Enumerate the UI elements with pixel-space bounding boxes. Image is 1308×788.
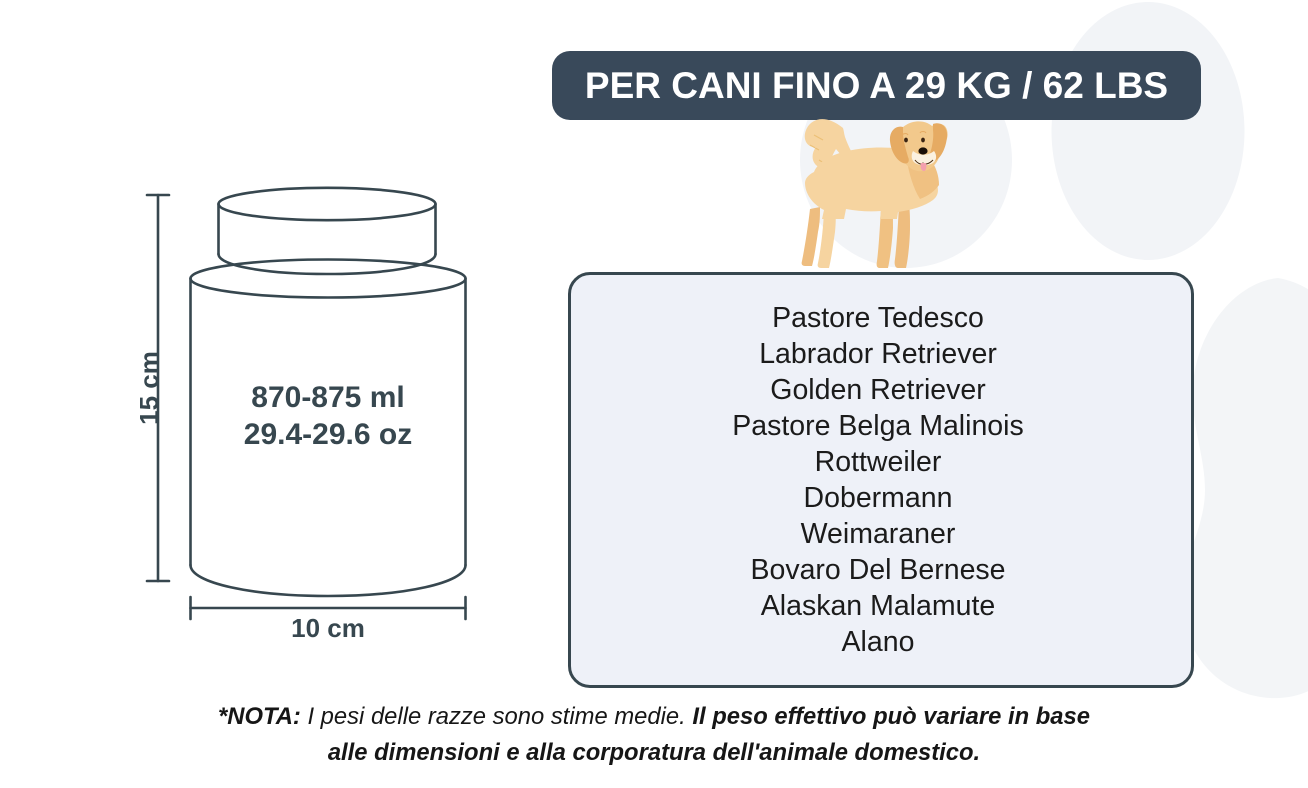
svg-text:870-875 ml: 870-875 ml: [251, 381, 404, 414]
svg-text:15 cm: 15 cm: [134, 351, 164, 425]
svg-text:10 cm: 10 cm: [291, 613, 365, 643]
svg-text:29.4-29.6 oz: 29.4-29.6 oz: [244, 418, 412, 451]
